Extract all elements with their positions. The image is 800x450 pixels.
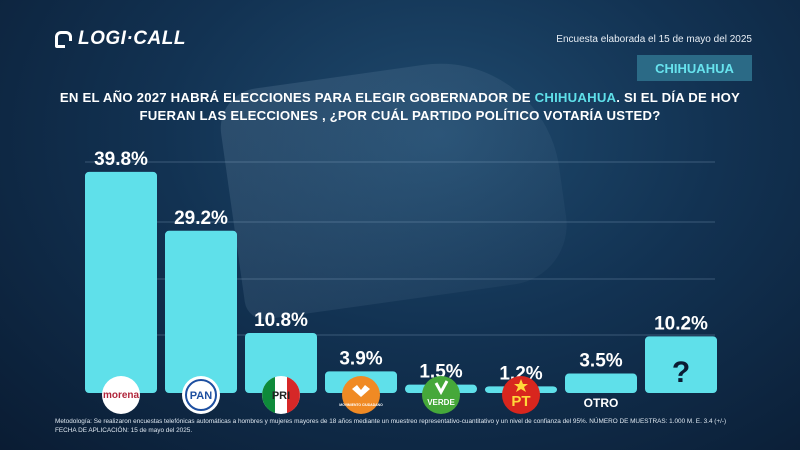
bar (165, 230, 237, 393)
survey-date: Encuesta elaborada el 15 de mayo del 202… (556, 34, 752, 45)
value-label: 39.8% (94, 149, 148, 170)
brand-logo: LOGI·CALL (55, 28, 186, 50)
svg-text:morena: morena (103, 390, 140, 401)
otro-label: OTRO (584, 396, 619, 410)
brand-name: LOGI·CALL (78, 28, 186, 49)
verde-logo-icon: VERDE (422, 376, 460, 414)
svg-text:PRI: PRI (272, 390, 290, 402)
question-highlight: CHIHUAHUA (534, 90, 617, 105)
bar (245, 333, 317, 393)
value-label: 1.5% (419, 362, 462, 383)
value-label: 29.2% (174, 208, 228, 229)
survey-question: EN EL AÑO 2027 HABRÁ ELECCIONES PARA ELE… (40, 89, 760, 125)
pri-logo-icon: PRI (262, 376, 300, 414)
value-label: 10.2% (654, 313, 708, 334)
svg-text:VERDE: VERDE (427, 398, 455, 407)
question-text-part1: EN EL AÑO 2027 HABRÁ ELECCIONES PARA ELE… (59, 90, 535, 105)
movimiento-ciudadano-logo-icon: MOVIMIENTO CIUDADANO (339, 376, 383, 414)
pan-logo-icon: PAN (182, 376, 220, 414)
morena-logo-icon: morena (102, 376, 140, 414)
bar (645, 336, 717, 393)
svg-text:MOVIMIENTO CIUDADANO: MOVIMIENTO CIUDADANO (339, 403, 383, 407)
logicall-logo-icon (55, 30, 72, 48)
bar (85, 171, 157, 393)
svg-text:PT: PT (511, 393, 530, 410)
question-text-part2: . SI EL DÍA DE HOY FUERAN LAS ELECCIONES… (139, 90, 741, 123)
value-label: 3.5% (579, 351, 622, 372)
methodology-text: Metodología: Se realizaron encuestas tel… (55, 418, 727, 425)
application-date: FECHA DE APLICACIÓN: 15 de mayo del 2025… (55, 426, 193, 434)
value-label: 3.9% (339, 348, 382, 369)
methodology-note: Metodología: Se realizaron encuestas tel… (55, 418, 755, 435)
value-label: 1.2% (499, 363, 542, 384)
region-badge: CHIHUAHUA (637, 55, 752, 81)
bar (565, 373, 637, 393)
svg-text:PAN: PAN (190, 390, 212, 402)
question-mark-icon: ? (672, 356, 690, 389)
pt-logo-icon: PT (502, 376, 540, 414)
value-label: 10.8% (254, 310, 308, 331)
